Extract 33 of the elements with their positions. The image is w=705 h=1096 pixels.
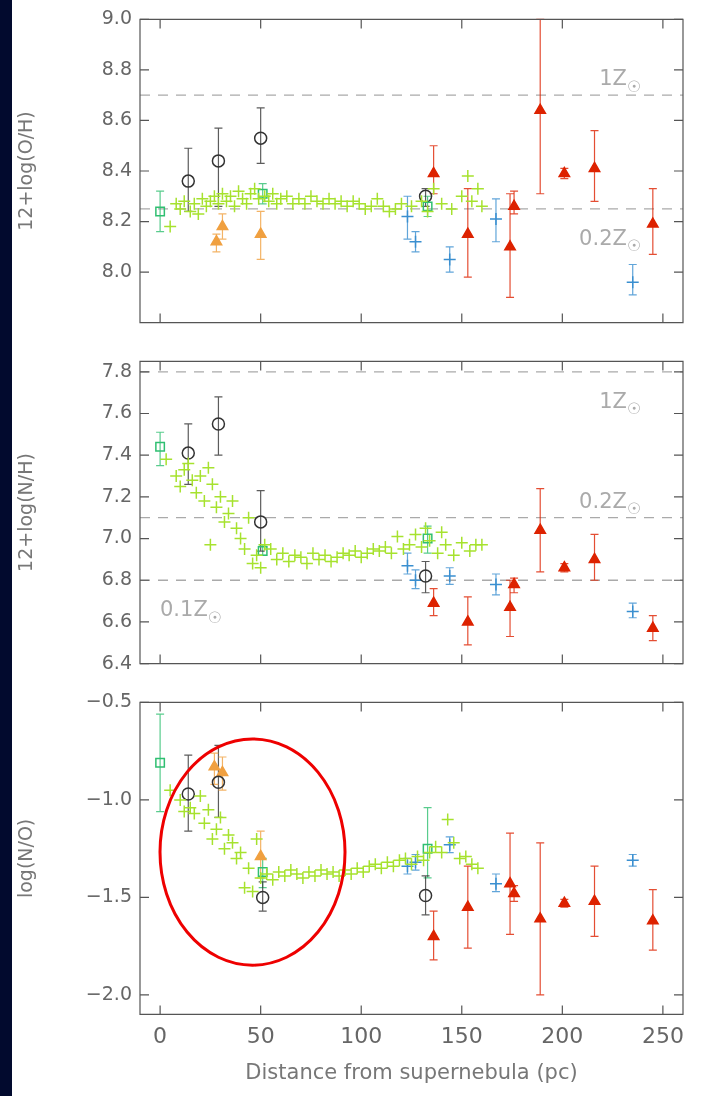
x-tick-label: 100	[340, 1023, 383, 1049]
x-axis-title: Distance from supernebula (pc)	[245, 1059, 578, 1084]
ref-line-label: 0.2Z☉	[579, 225, 642, 256]
y-tick-label: −0.5	[85, 689, 132, 712]
y-axis-title: 12+log(N/H)	[14, 453, 37, 572]
y-tick-label: 7.2	[101, 483, 132, 506]
x-tick-label: 250	[641, 1023, 684, 1049]
y-tick-label: 8.0	[101, 259, 132, 281]
x-tick-label: 50	[246, 1023, 275, 1049]
y-tick-label: 8.8	[101, 56, 132, 79]
ref-line-label: 1Z☉	[599, 66, 642, 96]
y-tick-label: 6.6	[101, 608, 132, 631]
ref-line-label: 1Z☉	[599, 388, 642, 419]
y-tick-label: 7.4	[101, 442, 132, 465]
y-tick-label: 8.4	[101, 157, 132, 180]
x-tick-label: 0	[153, 1023, 168, 1049]
y-tick-label: 6.8	[101, 567, 132, 590]
x-tick-label: 200	[541, 1023, 584, 1049]
y-axis-title: 12+log(O/H)	[14, 111, 37, 231]
ref-line-label: 0.2Z☉	[579, 488, 642, 519]
y-tick-label: 7.0	[101, 525, 132, 548]
y-tick-label: 7.8	[101, 358, 132, 381]
y-tick-label: 8.2	[101, 208, 132, 231]
y-tick-label: 6.4	[101, 650, 132, 673]
y-tick-label: −1.0	[85, 786, 132, 809]
y-tick-label: 7.6	[101, 400, 132, 423]
y-axis-title: log(N/O)	[14, 818, 37, 899]
y-tick-label: 8.6	[101, 107, 132, 130]
y-tick-label: 9.0	[101, 6, 132, 29]
x-tick-label: 150	[440, 1023, 483, 1049]
ref-line-label: 0.1Z☉	[160, 597, 222, 627]
y-tick-label: −1.5	[85, 884, 132, 907]
y-tick-label: −2.0	[85, 981, 132, 1004]
